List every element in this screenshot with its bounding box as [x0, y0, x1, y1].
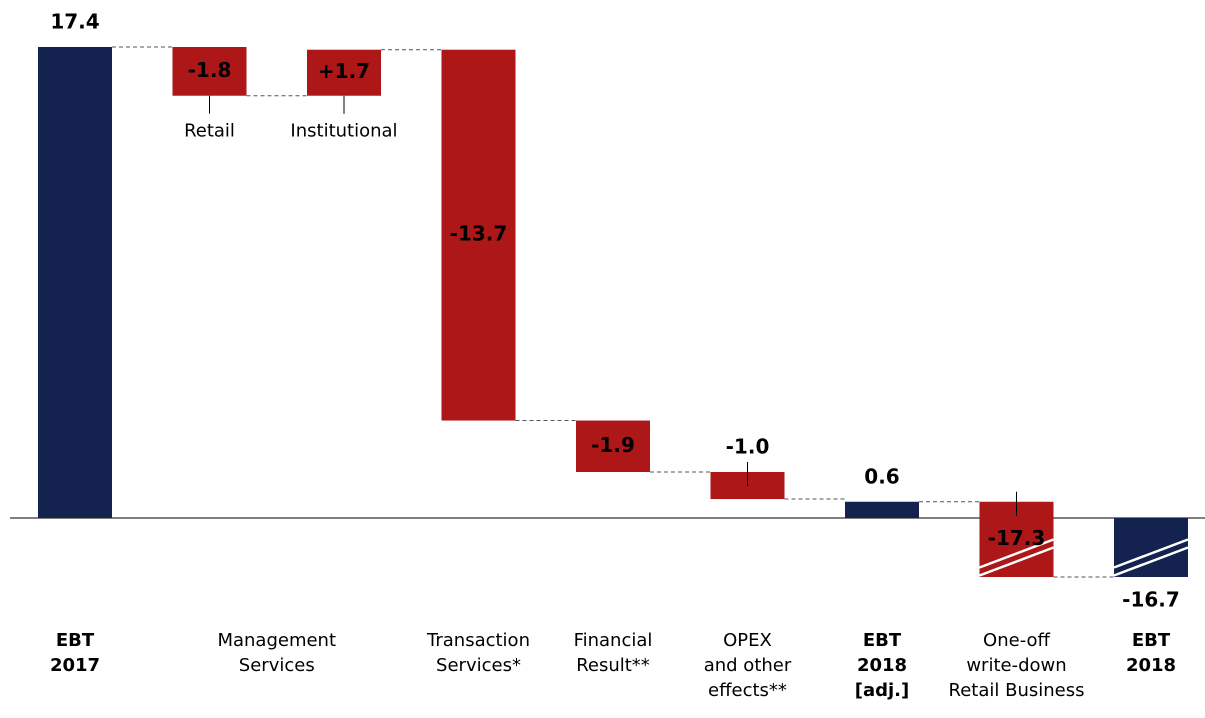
break-mark	[1113, 538, 1189, 569]
category-label: EBT	[56, 630, 95, 651]
category-label: 2018	[1126, 655, 1176, 676]
bar	[845, 501, 919, 518]
category-label: effects**	[708, 680, 787, 701]
bar	[307, 49, 381, 96]
break-mark	[979, 538, 1054, 569]
category-label: EBT	[1132, 630, 1171, 651]
bar	[1114, 518, 1188, 577]
category-label: One-off	[983, 630, 1050, 651]
sub-label: Institutional	[290, 121, 397, 142]
value-label: -1.9	[591, 433, 635, 457]
bar	[441, 49, 516, 421]
category-label: [adj.]	[855, 680, 910, 701]
break-mark	[979, 546, 1054, 577]
category-label: Financial	[574, 630, 653, 651]
category-label: Management	[217, 630, 336, 651]
value-label: -1.8	[188, 58, 232, 82]
category-label: Transaction	[426, 630, 530, 651]
category-label: 2017	[50, 655, 100, 676]
category-label: Result**	[576, 655, 650, 676]
category-label: and other	[704, 655, 792, 676]
value-label: +1.7	[318, 59, 370, 83]
category-label: write-down	[966, 655, 1066, 676]
bar	[38, 47, 112, 518]
value-label: -13.7	[450, 222, 508, 246]
category-label: Services*	[436, 655, 521, 676]
value-label: -1.0	[726, 434, 770, 458]
value-label: -17.3	[988, 526, 1046, 550]
category-label: 2018	[857, 655, 907, 676]
category-label: Services	[239, 655, 315, 676]
value-label: -16.7	[1122, 588, 1180, 612]
bar	[576, 420, 650, 472]
category-label: Retail Business	[949, 680, 1085, 701]
category-label: OPEX	[723, 630, 772, 651]
value-label: 0.6	[864, 464, 899, 488]
category-label: EBT	[863, 630, 902, 651]
sub-label: Retail	[184, 121, 235, 142]
bar	[172, 47, 247, 96]
value-label: 17.4	[50, 10, 99, 34]
break-mark	[1113, 546, 1189, 577]
